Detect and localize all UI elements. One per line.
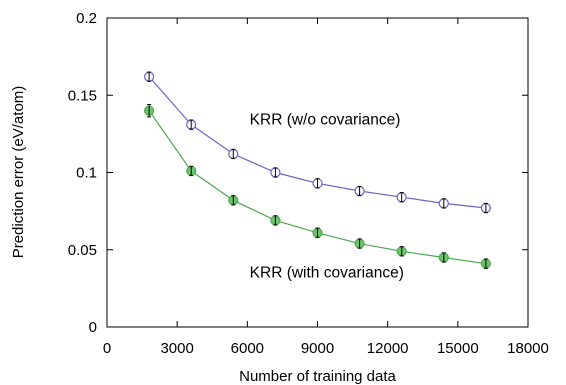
x-tick-label: 3000 xyxy=(160,340,193,357)
y-tick-label: 0.2 xyxy=(76,10,97,27)
x-tick-label: 9000 xyxy=(301,340,334,357)
annotation-label: KRR (w/o covariance) xyxy=(250,112,401,129)
plot-frame xyxy=(106,17,529,328)
x-tick-label: 15000 xyxy=(437,340,479,357)
series-1 xyxy=(144,71,491,214)
y-axis-label: Prediction error (eV/atom) xyxy=(10,86,27,259)
y-tick-label: 0.1 xyxy=(76,165,97,182)
y-tick-label: 0.05 xyxy=(68,242,97,259)
annotation-label: KRR (with covariance) xyxy=(250,265,404,282)
y-tick-label: 0.15 xyxy=(68,87,97,104)
series-layer xyxy=(144,71,491,269)
x-tick-label: 12000 xyxy=(367,340,409,357)
series-2 xyxy=(144,104,491,269)
x-axis-label: Number of training data xyxy=(239,368,396,385)
annotations: KRR (w/o covariance) KRR (with covariance… xyxy=(250,112,404,282)
x-tick-label: 18000 xyxy=(507,340,549,357)
y-tick-label: 0 xyxy=(89,319,97,336)
x-tick-label: 0 xyxy=(103,340,111,357)
tick-labels: 0 3000 6000 9000 12000 15000 18000 0 0.05 0.1 0.15… xyxy=(68,10,549,357)
x-tick-label: 6000 xyxy=(231,340,264,357)
